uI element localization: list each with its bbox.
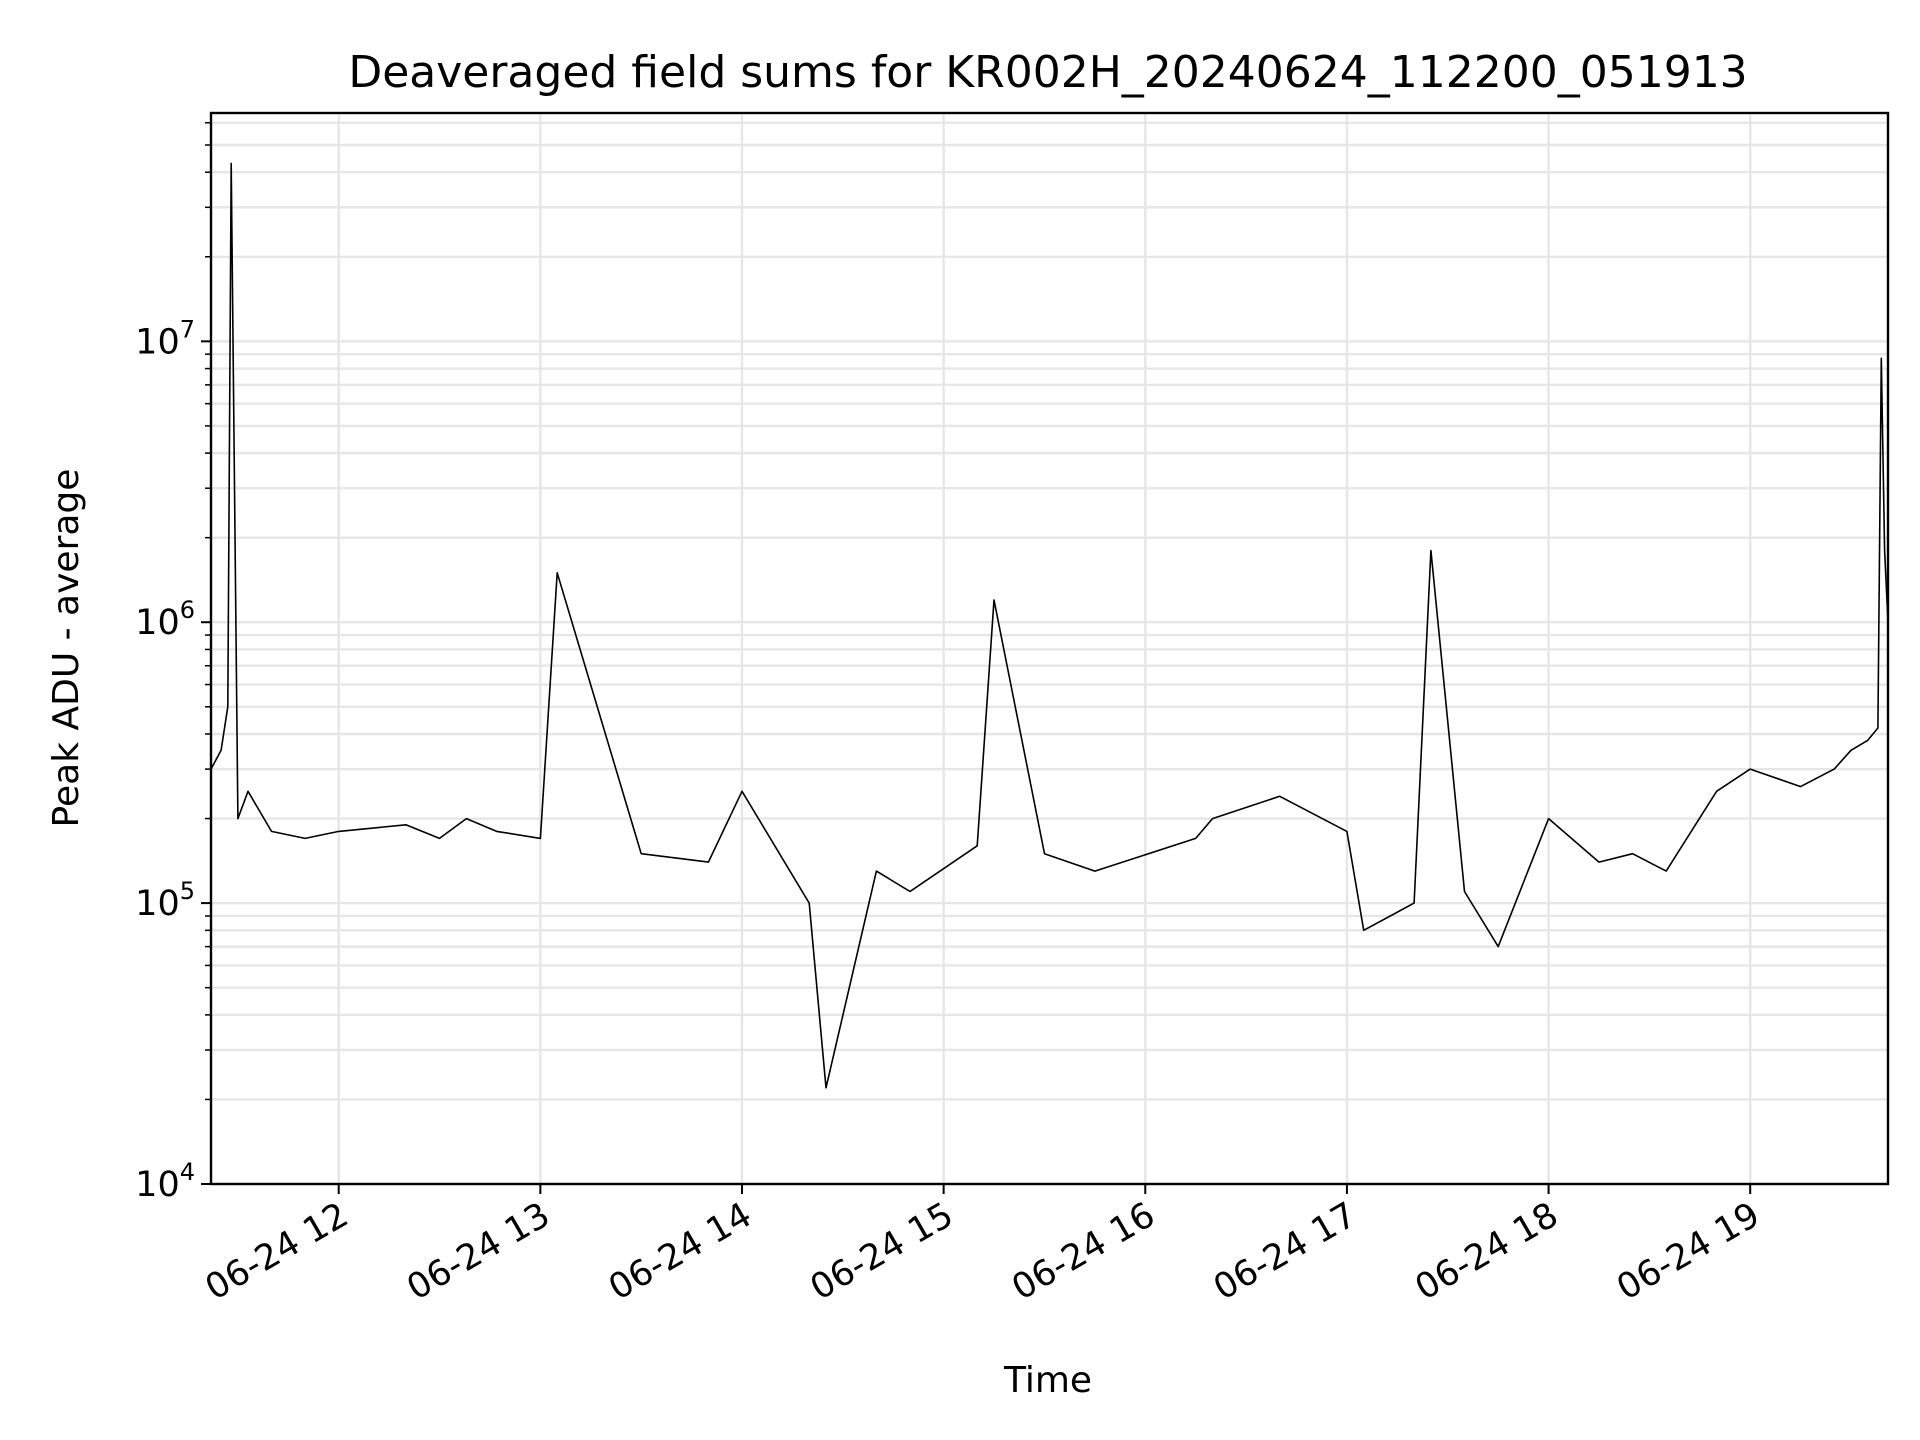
y-axis-label: Peak ADU - average xyxy=(46,469,87,828)
x-tick-label: 06-24 18 xyxy=(1409,1195,1565,1308)
series-layer xyxy=(210,162,1889,1089)
y-axis: 104 105 106 107 xyxy=(135,122,211,1205)
x-tick-label: 06-24 19 xyxy=(1610,1195,1766,1308)
x-tick-label: 06-24 12 xyxy=(199,1195,355,1308)
x-tick-label: 06-24 16 xyxy=(1005,1195,1161,1308)
grid xyxy=(211,113,1888,1186)
x-tick-label: 06-24 17 xyxy=(1207,1195,1363,1308)
chart-title: Deaveraged field sums for KR002H_2024062… xyxy=(348,47,1747,98)
y-tick-label: 105 xyxy=(135,877,195,924)
plot-frame xyxy=(209,111,1890,1186)
x-axis-label: Time xyxy=(1003,1360,1092,1401)
y-tick-label: 107 xyxy=(135,315,195,362)
x-tick-label: 06-24 15 xyxy=(804,1195,960,1308)
x-axis: 06-24 12 06-24 13 06-24 14 06-24 15 06-24 16… xyxy=(199,1184,1767,1308)
y-tick-label: 106 xyxy=(135,596,195,643)
x-tick-label: 06-24 14 xyxy=(602,1195,758,1308)
series-line xyxy=(210,162,1889,1089)
x-tick-label: 06-24 13 xyxy=(401,1195,557,1308)
y-tick-label: 104 xyxy=(135,1158,195,1205)
